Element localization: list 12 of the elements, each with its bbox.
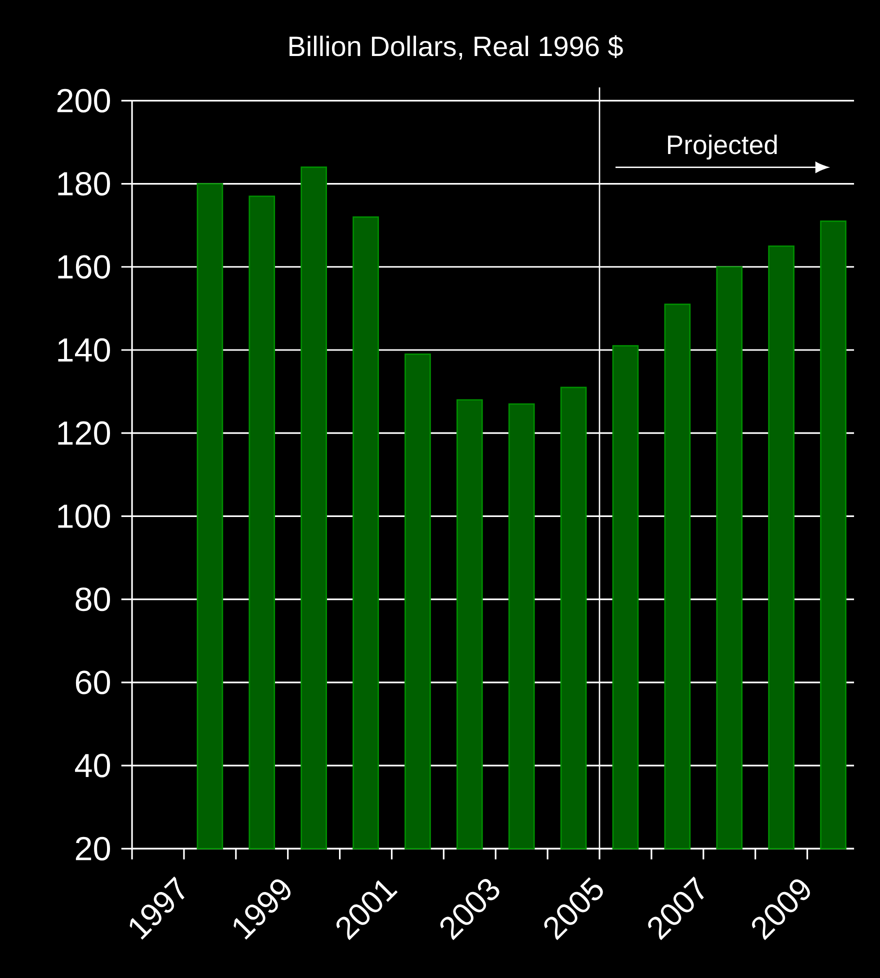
y-tick-label: 80 (76, 588, 110, 612)
y-tick-label: 160 (58, 255, 110, 279)
annotation: Projected (668, 134, 777, 160)
y-tick-label: 120 (58, 421, 110, 445)
y-tick-label: 20 (76, 836, 110, 860)
y-tick-label: 140 (58, 338, 110, 362)
chart-title: Billion Dollars, Real 1996 $ (290, 35, 623, 60)
y-tick-label: 180 (58, 172, 110, 196)
y-tick-label: 200 (57, 88, 110, 112)
y-tick-label: 60 (76, 670, 110, 694)
y-tick-label: 40 (75, 754, 110, 778)
y-tick-label: 100 (58, 504, 110, 528)
